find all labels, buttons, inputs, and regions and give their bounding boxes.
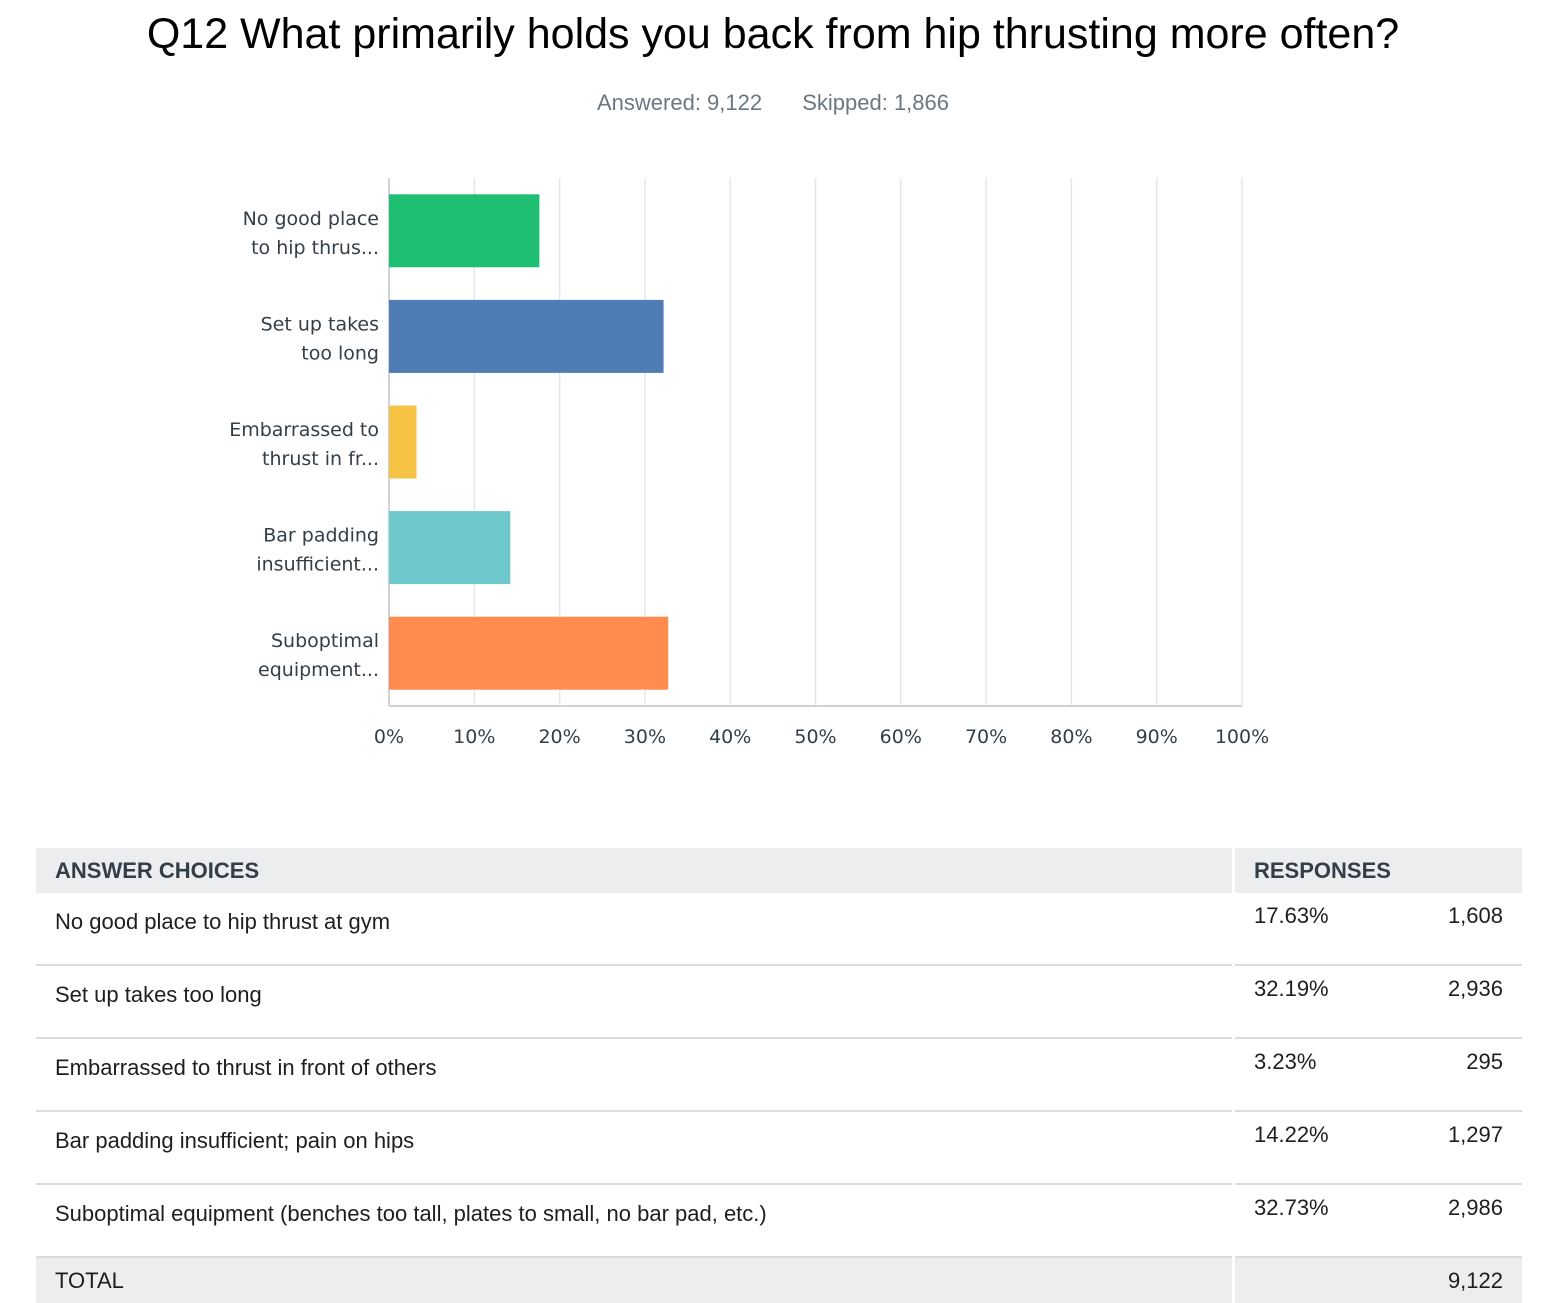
category-label: Set up takes too long xyxy=(261,313,379,364)
answer-text: Embarrassed to thrust in front of others xyxy=(36,1038,1235,1112)
answer-choices-header: ANSWER CHOICES xyxy=(36,848,1235,893)
category-label: Suboptimal equipment... xyxy=(258,630,379,681)
response-count: 1,608 xyxy=(1447,903,1503,928)
bar xyxy=(389,616,669,690)
response-count: 295 xyxy=(1466,1049,1503,1074)
total-row: TOTAL 9,122 xyxy=(36,1257,1522,1303)
table-row: Suboptimal equipment (benches too tall, … xyxy=(36,1184,1522,1258)
x-tick-label: 50% xyxy=(794,726,836,748)
x-tick-label: 10% xyxy=(453,726,495,748)
x-tick-label: 70% xyxy=(965,726,1007,748)
table-row: Bar padding insufficient; pain on hips 1… xyxy=(36,1111,1522,1185)
response-stats: Answered: 9,122 Skipped: 1,866 xyxy=(0,90,1546,116)
response-percent: 17.63% xyxy=(1254,903,1329,928)
answer-text: Set up takes too long xyxy=(36,965,1235,1039)
response-cell: 3.23% 295 xyxy=(1233,1038,1522,1112)
x-tick-label: 60% xyxy=(880,726,922,748)
chart-grid xyxy=(388,178,1243,707)
table-row: No good place to hip thrust at gym 17.63… xyxy=(36,893,1522,966)
x-tick-label: 20% xyxy=(538,726,580,748)
response-cell: 14.22% 1,297 xyxy=(1233,1111,1522,1185)
total-count: 9,122 xyxy=(1447,1267,1503,1293)
response-percent: 3.23% xyxy=(1254,1049,1317,1074)
chart-tick-labels: 0% 10% 20% 30% 40% 50% 60% 70% 80% 90% 100% xyxy=(374,726,1269,748)
answer-text: Suboptimal equipment (benches too tall, … xyxy=(36,1184,1235,1258)
total-label: TOTAL xyxy=(36,1257,1235,1303)
bar-chart: No good place to hip thrus... Set up takes… xyxy=(229,178,1269,748)
x-tick-label: 90% xyxy=(1136,726,1178,748)
responses-table: ANSWER CHOICES RESPONSES No good place t… xyxy=(36,848,1522,1303)
response-cell: 32.73% 2,986 xyxy=(1233,1184,1522,1258)
answer-text: Bar padding insufficient; pain on hips xyxy=(36,1111,1235,1185)
table-row: Set up takes too long 32.19% 2,936 xyxy=(36,965,1522,1039)
total-cell: 9,122 xyxy=(1233,1257,1522,1303)
table-row: Embarrassed to thrust in front of others… xyxy=(36,1038,1522,1112)
x-tick-label: 40% xyxy=(709,726,751,748)
bar xyxy=(389,299,664,373)
x-tick-label: 0% xyxy=(374,726,404,748)
responses-header: RESPONSES xyxy=(1233,848,1522,893)
response-cell: 17.63% 1,608 xyxy=(1233,893,1522,966)
answer-text: No good place to hip thrust at gym xyxy=(36,893,1235,966)
response-count: 2,986 xyxy=(1447,1195,1503,1220)
response-percent: 14.22% xyxy=(1254,1122,1329,1147)
chart-bars xyxy=(389,194,669,690)
bar xyxy=(389,511,511,585)
skipped-count: Skipped: 1,866 xyxy=(802,90,949,115)
category-label: No good place to hip thrus... xyxy=(243,208,379,259)
question-title: Q12 What primarily holds you back from h… xyxy=(146,10,1400,58)
response-cell: 32.19% 2,936 xyxy=(1233,965,1522,1039)
response-percent: 32.73% xyxy=(1254,1195,1329,1220)
bar xyxy=(389,405,417,479)
category-label: Bar padding insufficient... xyxy=(256,525,379,576)
table-header-row: ANSWER CHOICES RESPONSES xyxy=(36,848,1522,893)
x-tick-label: 80% xyxy=(1050,726,1092,748)
x-tick-label: 100% xyxy=(1215,726,1269,748)
response-percent: 32.19% xyxy=(1254,976,1329,1001)
response-count: 1,297 xyxy=(1447,1122,1503,1147)
category-label: Embarrassed to thrust in fr... xyxy=(229,419,379,470)
x-tick-label: 30% xyxy=(624,726,666,748)
chart-category-labels: No good place to hip thrus... Set up takes… xyxy=(229,208,379,681)
response-count: 2,936 xyxy=(1447,976,1503,1001)
bar xyxy=(389,194,540,268)
answered-count: Answered: 9,122 xyxy=(596,90,763,115)
